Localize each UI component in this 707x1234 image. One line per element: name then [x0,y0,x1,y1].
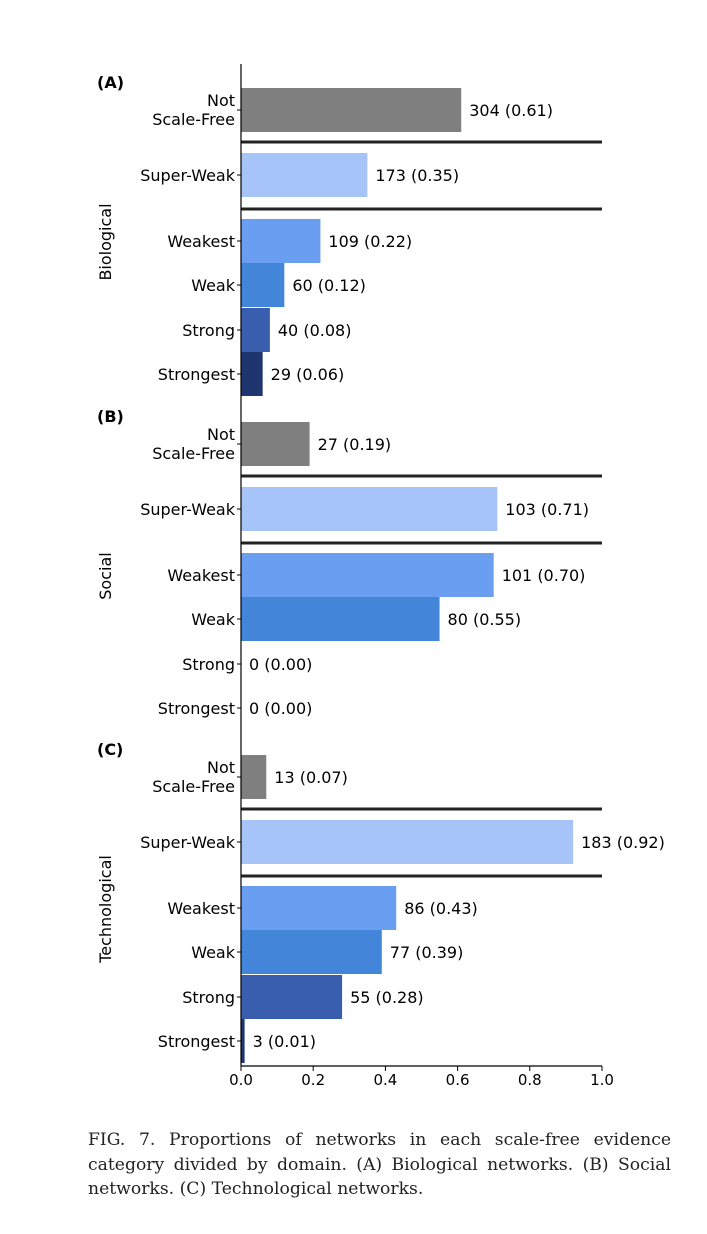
bar-weak [241,263,285,307]
bar-weakest [241,219,321,263]
data-label: 0 (0.00) [249,655,312,674]
x-tick-label: 0.6 [446,1071,470,1089]
x-tick-label: 0.0 [229,1071,253,1089]
panel-label: (B) [97,407,124,426]
bar-weakest [241,553,494,597]
data-label: 183 (0.92) [581,833,665,852]
panel-social: (B) Social Not Scale-Free 27 (0.19) Super-Wea… [96,407,602,718]
bar-super-weak [241,153,368,197]
category-label: Strong [182,988,235,1007]
domain-label: Social [96,552,115,599]
figure-caption: FIG. 7. Proportions of networks in each … [88,1130,671,1199]
bar-not-scale-free [241,422,310,466]
data-label: 80 (0.55) [448,610,522,629]
category-label: Weak [191,276,236,295]
category-label: Not Scale-Free [152,91,235,129]
category-label: Super-Weak [140,500,236,519]
panel-label: (A) [97,73,124,92]
category-label: Not Scale-Free [152,758,235,796]
category-label: Weakest [167,232,235,251]
x-tick-label: 0.8 [518,1071,542,1089]
category-label: Strong [182,321,235,340]
category-label: Super-Weak [140,833,236,852]
bar-strongest [241,352,263,396]
data-label: 13 (0.07) [274,768,348,787]
data-label: 40 (0.08) [278,321,352,340]
bar-weak [241,930,382,974]
domain-label: Technological [96,855,115,964]
data-label: 60 (0.12) [292,276,366,295]
data-label: 86 (0.43) [404,899,478,918]
bar-strong [241,308,270,352]
data-label: 27 (0.19) [318,435,392,454]
category-label: Weakest [167,899,235,918]
bar-strong [241,975,343,1019]
category-label: Super-Weak [140,166,236,185]
category-label: Weakest [167,566,235,585]
x-tick-label: 0.4 [373,1071,397,1089]
category-label: Strongest [158,1032,235,1051]
data-label: 109 (0.22) [328,232,412,251]
bar-super-weak [241,820,574,864]
data-label: 55 (0.28) [350,988,424,1007]
category-label: Not Scale-Free [152,425,235,463]
category-label: Weak [191,610,236,629]
data-label: 304 (0.61) [469,101,553,120]
bar-not-scale-free [241,755,267,799]
bar-not-scale-free [241,88,462,132]
bar-weak [241,597,440,641]
category-label: Strong [182,655,235,674]
bar-super-weak [241,487,498,531]
bar-strongest [241,1019,245,1063]
data-label: 0 (0.00) [249,699,312,718]
data-label: 103 (0.71) [505,500,589,519]
data-label: 101 (0.70) [502,566,586,585]
category-label: Strongest [158,365,235,384]
panel-label: (C) [97,740,123,759]
panel-technological: (C) Technological Not Scale-Free 13 (0.07) Su… [96,740,665,1063]
category-label: Weak [191,943,236,962]
data-label: 29 (0.06) [271,365,345,384]
domain-label: Biological [96,203,115,280]
bar-weakest [241,886,397,930]
panel-biological: (A) Biological Not Scale-Free 304 (0.61) Supe… [96,73,602,396]
x-tick-label: 1.0 [590,1071,614,1089]
data-label: 77 (0.39) [390,943,464,962]
category-label: Strongest [158,699,235,718]
data-label: 3 (0.01) [253,1032,316,1051]
data-label: 173 (0.35) [375,166,459,185]
x-tick-label: 0.2 [301,1071,325,1089]
